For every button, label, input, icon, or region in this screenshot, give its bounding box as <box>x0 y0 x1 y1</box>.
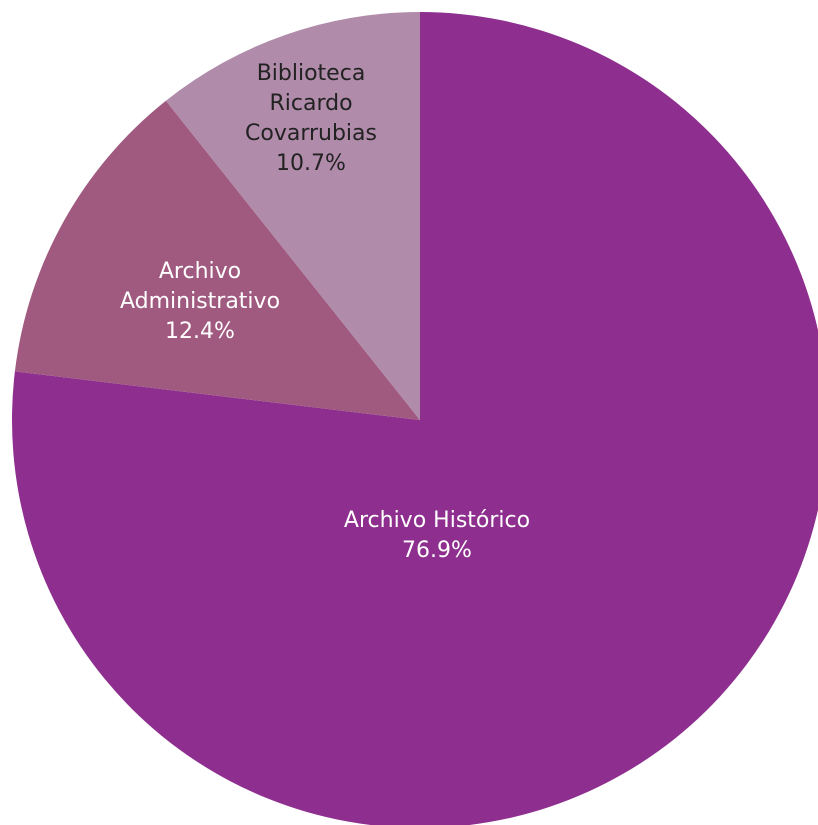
slice-value-label: 76.9% <box>402 538 472 563</box>
pie-slice-3 <box>165 12 420 420</box>
slice-label-2: Archivo Administrativo 12.4% <box>120 259 280 344</box>
slice-label-line: Covarrubias <box>245 121 377 146</box>
pie-labels: Archivo Histórico 76.9% Archivo Administrat… <box>120 61 530 563</box>
pie-slices <box>11 12 818 825</box>
pie-slice-2 <box>14 100 421 420</box>
slice-value-label: 12.4% <box>165 319 235 344</box>
pie-slice-1 <box>11 12 818 825</box>
slice-label-line: Ricardo <box>269 91 352 116</box>
slice-value-label: 10.7% <box>276 151 346 176</box>
slice-label-line: Administrativo <box>120 289 280 314</box>
slice-label-3: Biblioteca Ricardo Covarrubias 10.7% <box>245 61 377 176</box>
slice-label-line: Archivo Histórico <box>344 508 530 533</box>
slice-label-line: Biblioteca <box>257 61 366 86</box>
slice-label-1: Archivo Histórico 76.9% <box>344 508 530 563</box>
slice-label-line: Archivo <box>159 259 241 284</box>
